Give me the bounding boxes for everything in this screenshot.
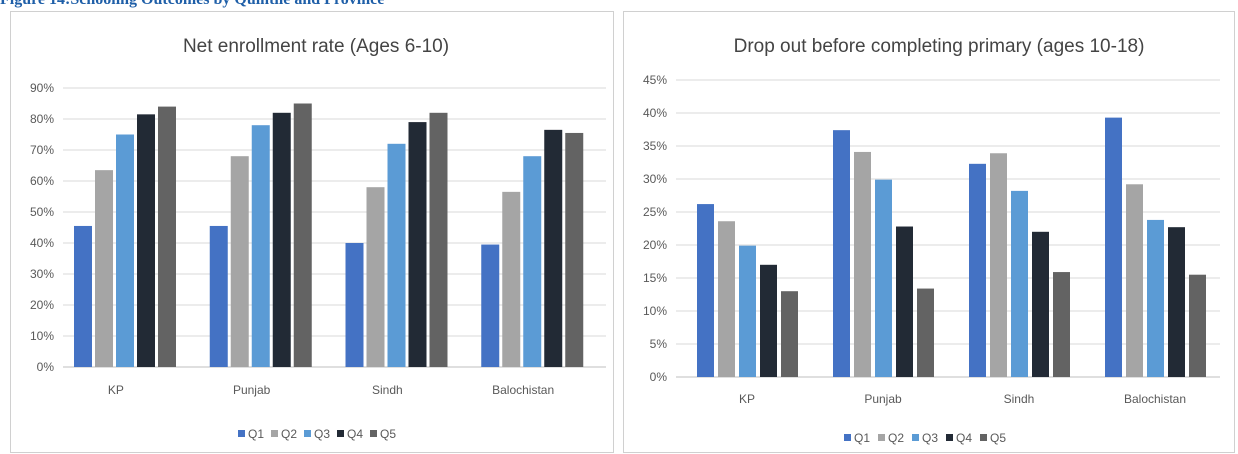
y-tick-label: 25% bbox=[643, 205, 667, 219]
bar-q4-sindh bbox=[408, 122, 427, 367]
legend-label: Q3 bbox=[922, 431, 938, 445]
x-tick-label: Punjab bbox=[233, 383, 271, 397]
bar-q1-kp bbox=[697, 204, 714, 377]
y-tick-label: 20% bbox=[30, 298, 54, 312]
bar-q5-sindh bbox=[429, 112, 448, 367]
y-tick-label: 0% bbox=[650, 370, 668, 384]
bar-q2-sindh bbox=[366, 187, 385, 367]
legend-swatch bbox=[912, 434, 919, 441]
y-tick-label: 30% bbox=[30, 267, 54, 281]
legend-label: Q3 bbox=[314, 427, 330, 441]
legend-label: Q2 bbox=[888, 431, 904, 445]
y-tick-label: 50% bbox=[30, 205, 54, 219]
bar-q5-balochistan bbox=[1189, 274, 1206, 377]
bar-q2-balochistan bbox=[502, 191, 521, 367]
bar-q3-sindh bbox=[1011, 190, 1028, 377]
bar-q2-kp bbox=[95, 170, 113, 367]
bar-q1-balochistan bbox=[1105, 117, 1122, 378]
bar-q3-sindh bbox=[387, 143, 406, 367]
y-tick-label: 35% bbox=[643, 139, 667, 153]
chart-title: Drop out before completing primary (ages… bbox=[734, 36, 1145, 57]
bar-q3-balochistan bbox=[523, 156, 542, 367]
bar-q1-sindh bbox=[969, 163, 986, 377]
bar-q4-punjab bbox=[272, 112, 291, 367]
bar-q3-punjab bbox=[875, 179, 892, 377]
bar-q1-punjab bbox=[833, 130, 850, 377]
legend-swatch bbox=[946, 434, 953, 441]
legend-swatch bbox=[271, 430, 278, 437]
legend-swatch bbox=[370, 430, 377, 437]
legend-label: Q1 bbox=[854, 431, 870, 445]
bar-q1-balochistan bbox=[481, 244, 500, 367]
legend-swatch bbox=[304, 430, 311, 437]
x-tick-label: Balochistan bbox=[1124, 392, 1186, 406]
bar-q3-kp bbox=[116, 134, 134, 367]
bar-q2-punjab bbox=[230, 156, 249, 367]
bar-q3-kp bbox=[739, 245, 756, 377]
bar-q5-kp bbox=[781, 291, 798, 377]
bar-q3-punjab bbox=[251, 125, 270, 367]
y-tick-label: 10% bbox=[643, 304, 667, 318]
y-tick-label: 20% bbox=[643, 238, 667, 252]
x-tick-label: KP bbox=[108, 383, 124, 397]
bar-q5-kp bbox=[158, 106, 176, 367]
y-tick-label: 0% bbox=[37, 360, 55, 374]
bar-q5-punjab bbox=[293, 103, 312, 367]
bar-q4-balochistan bbox=[1168, 227, 1185, 377]
legend-label: Q2 bbox=[281, 427, 297, 441]
bar-q3-balochistan bbox=[1147, 219, 1164, 377]
bar-q1-kp bbox=[74, 225, 92, 367]
bar-q4-kp bbox=[137, 114, 155, 367]
bar-q5-balochistan bbox=[565, 132, 584, 367]
x-tick-label: Punjab bbox=[864, 392, 902, 406]
bar-q2-balochistan bbox=[1126, 184, 1143, 377]
legend-label: Q5 bbox=[380, 427, 396, 441]
y-tick-label: 90% bbox=[30, 81, 54, 95]
bar-q2-kp bbox=[718, 221, 735, 377]
bar-q2-punjab bbox=[854, 151, 871, 377]
bar-q4-balochistan bbox=[544, 129, 563, 367]
chart-dropout: Drop out before completing primary (ages… bbox=[643, 36, 1220, 445]
x-tick-label: Sindh bbox=[1004, 392, 1035, 406]
y-tick-label: 70% bbox=[30, 143, 54, 157]
figure-title: Figure 14:Schooling Outcomes by Quintile… bbox=[0, 0, 384, 11]
chart-panel-dropout: Drop out before completing primary (ages… bbox=[623, 11, 1235, 453]
legend-swatch bbox=[980, 434, 987, 441]
y-tick-label: 5% bbox=[650, 337, 668, 351]
y-tick-label: 10% bbox=[30, 329, 54, 343]
legend-label: Q1 bbox=[248, 427, 264, 441]
legend-label: Q4 bbox=[956, 431, 972, 445]
bar-q2-sindh bbox=[990, 153, 1007, 377]
y-tick-label: 15% bbox=[643, 271, 667, 285]
bar-q1-sindh bbox=[345, 243, 364, 367]
legend-swatch bbox=[238, 430, 245, 437]
y-tick-label: 40% bbox=[643, 106, 667, 120]
chart-enrollment: Net enrollment rate (Ages 6-10) 0% 10% 20% 3… bbox=[30, 36, 606, 441]
y-tick-label: 30% bbox=[643, 172, 667, 186]
y-tick-label: 60% bbox=[30, 174, 54, 188]
chart-panel-enrollment: Net enrollment rate (Ages 6-10) 0% 10% 20% 3… bbox=[10, 11, 614, 453]
legend-label: Q5 bbox=[990, 431, 1006, 445]
legend-swatch bbox=[337, 430, 344, 437]
x-tick-label: Balochistan bbox=[492, 383, 554, 397]
x-tick-label: KP bbox=[739, 392, 755, 406]
bar-q1-punjab bbox=[209, 225, 228, 367]
legend-swatch bbox=[844, 434, 851, 441]
bar-q4-punjab bbox=[896, 226, 913, 377]
y-tick-label: 80% bbox=[30, 112, 54, 126]
bar-q4-kp bbox=[760, 264, 777, 377]
bar-q5-sindh bbox=[1053, 272, 1070, 377]
y-tick-label: 45% bbox=[643, 73, 667, 87]
y-tick-label: 40% bbox=[30, 236, 54, 250]
bar-q5-punjab bbox=[917, 288, 934, 377]
x-tick-label: Sindh bbox=[372, 383, 403, 397]
legend-swatch bbox=[878, 434, 885, 441]
chart-title: Net enrollment rate (Ages 6-10) bbox=[183, 36, 449, 57]
legend-label: Q4 bbox=[347, 427, 363, 441]
bar-q4-sindh bbox=[1032, 231, 1049, 377]
